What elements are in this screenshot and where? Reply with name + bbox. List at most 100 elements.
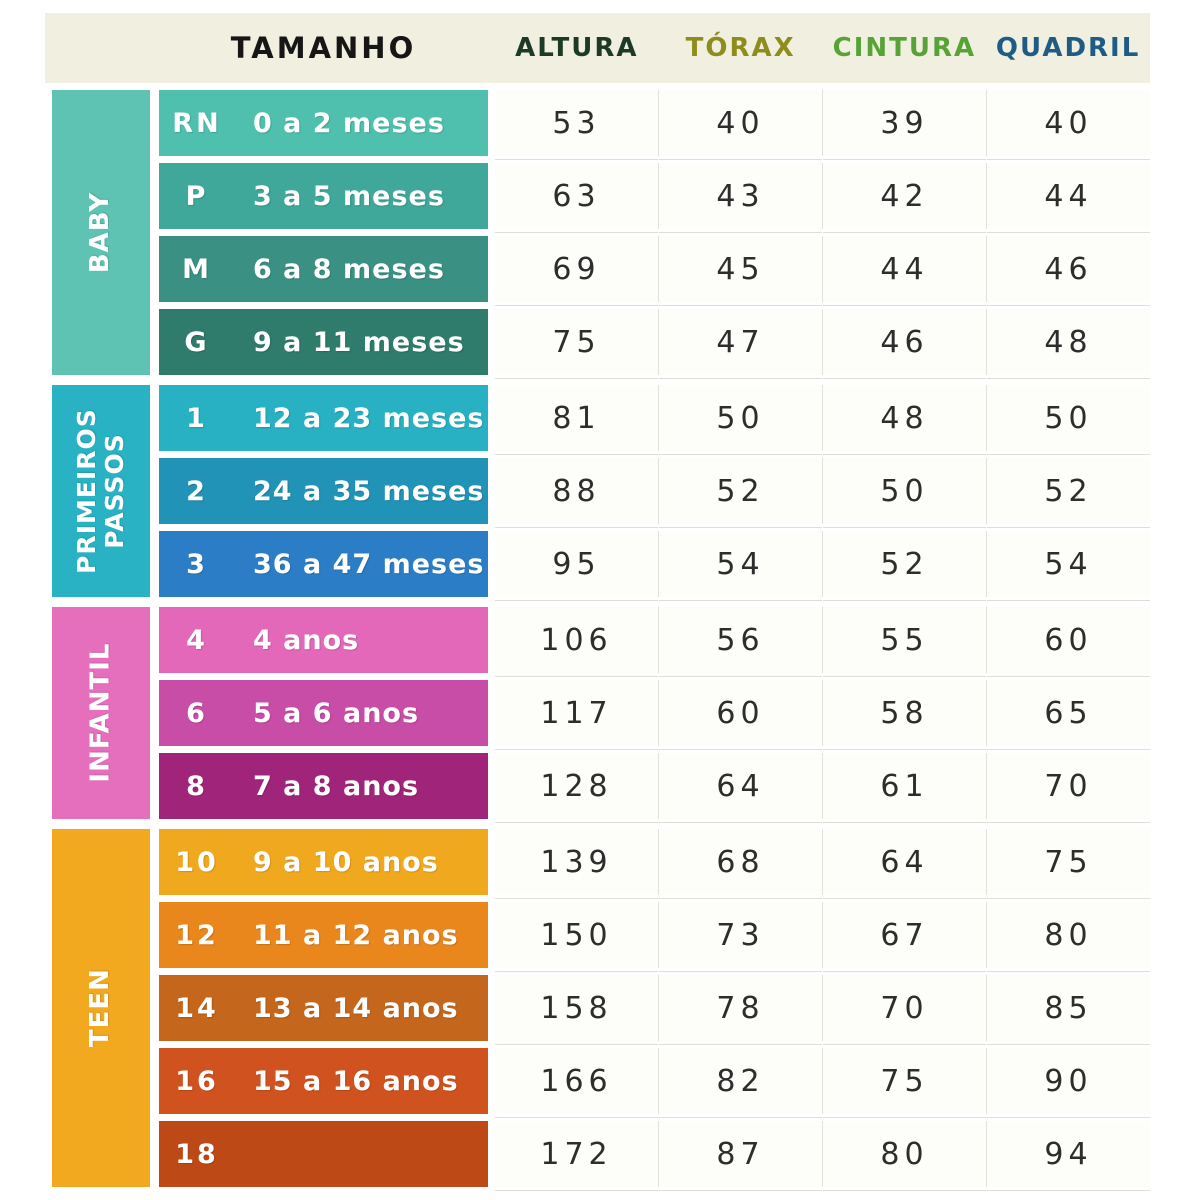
cintura-value: 39 — [822, 90, 986, 160]
torax-value: 47 — [658, 309, 822, 379]
altura-value: 69 — [495, 236, 658, 306]
age-range: 5 a 6 anos — [253, 697, 420, 729]
table-row: 8 7 a 8 anos 128 64 61 70 — [159, 753, 1150, 823]
age-range: 6 a 8 meses — [253, 253, 445, 285]
torax-value: 54 — [658, 531, 822, 601]
table-row: 12 11 a 12 anos 150 73 67 80 — [159, 902, 1150, 972]
age-range: 15 a 16 anos — [253, 1065, 459, 1097]
measure-cells: 69 45 44 46 — [495, 236, 1150, 306]
size-code: 6 — [186, 697, 208, 729]
measure-column-headers: ALTURA TÓRAX CINTURA QUADRIL — [495, 33, 1150, 63]
torax-value: 64 — [658, 753, 822, 823]
cintura-value: 48 — [822, 385, 986, 455]
measure-cells: 128 64 61 70 — [495, 753, 1150, 823]
size-code: 4 — [186, 624, 208, 656]
group-rows-infantil: 4 4 anos 106 56 55 60 6 5 a — [159, 607, 1150, 823]
altura-value: 150 — [495, 902, 658, 972]
torax-value: 52 — [658, 458, 822, 528]
table-row: G 9 a 11 meses 75 47 46 48 — [159, 309, 1150, 379]
group-teen: TEEN 10 9 a 10 anos 139 68 64 75 — [45, 829, 1150, 1191]
altura-value: 81 — [495, 385, 658, 455]
quadril-value: 40 — [986, 90, 1150, 160]
size-bar-4: 4 4 anos — [159, 607, 488, 673]
size-bar-8: 8 7 a 8 anos — [159, 753, 488, 819]
group-infantil: INFANTIL 4 4 anos 106 56 55 60 — [45, 607, 1150, 823]
table-row: 3 36 a 47 meses 95 54 52 54 — [159, 531, 1150, 601]
table-row: 10 9 a 10 anos 139 68 64 75 — [159, 829, 1150, 899]
size-code: 12 — [175, 919, 219, 951]
group-rows-teen: 10 9 a 10 anos 139 68 64 75 12 — [159, 829, 1150, 1191]
column-header-tamanho: TAMANHO — [230, 31, 417, 65]
group-label-bar-primeiros-passos: PRIMEIROS PASSOS — [52, 385, 150, 597]
group-label-bar-teen: TEEN — [52, 829, 150, 1187]
age-range: 9 a 11 meses — [253, 326, 465, 358]
cintura-value: 80 — [822, 1121, 986, 1191]
column-header-cintura: CINTURA — [832, 33, 977, 63]
group-baby: BABY RN 0 a 2 meses 53 40 39 40 — [45, 90, 1150, 379]
torax-value: 73 — [658, 902, 822, 972]
size-bar-rn: RN 0 a 2 meses — [159, 90, 488, 156]
altura-value: 166 — [495, 1048, 658, 1118]
size-code: P — [185, 180, 209, 212]
torax-value: 87 — [658, 1121, 822, 1191]
quadril-value: 90 — [986, 1048, 1150, 1118]
cintura-value: 55 — [822, 607, 986, 677]
altura-value: 139 — [495, 829, 658, 899]
size-chart-table: TAMANHO ALTURA TÓRAX CINTURA QUADRIL BAB… — [45, 13, 1150, 1191]
age-range: 24 a 35 meses — [253, 475, 485, 507]
cintura-value: 46 — [822, 309, 986, 379]
age-range: 11 a 12 anos — [253, 919, 459, 951]
column-header-quadril: QUADRIL — [995, 33, 1141, 63]
size-bar-6: 6 5 a 6 anos — [159, 680, 488, 746]
measure-cells: 117 60 58 65 — [495, 680, 1150, 750]
torax-value: 68 — [658, 829, 822, 899]
quadril-value: 70 — [986, 753, 1150, 823]
size-bar-1: 1 12 a 23 meses — [159, 385, 488, 451]
altura-value: 106 — [495, 607, 658, 677]
size-bar-10: 10 9 a 10 anos — [159, 829, 488, 895]
size-code: 3 — [186, 548, 208, 580]
measure-cells: 150 73 67 80 — [495, 902, 1150, 972]
size-code: 16 — [175, 1065, 219, 1097]
table-row: 1 12 a 23 meses 81 50 48 50 — [159, 385, 1150, 455]
measure-cells: 158 78 70 85 — [495, 975, 1150, 1045]
size-code: 14 — [175, 992, 219, 1024]
torax-value: 60 — [658, 680, 822, 750]
size-code: 18 — [175, 1138, 219, 1170]
quadril-value: 46 — [986, 236, 1150, 306]
torax-value: 78 — [658, 975, 822, 1045]
altura-value: 158 — [495, 975, 658, 1045]
measure-cells: 81 50 48 50 — [495, 385, 1150, 455]
group-rows-baby: RN 0 a 2 meses 53 40 39 40 P — [159, 90, 1150, 379]
measure-cells: 53 40 39 40 — [495, 90, 1150, 160]
quadril-value: 94 — [986, 1121, 1150, 1191]
quadril-value: 52 — [986, 458, 1150, 528]
torax-value: 43 — [658, 163, 822, 233]
group-label-line: PRIMEIROS — [72, 408, 102, 574]
size-code: RN — [172, 107, 222, 139]
cintura-value: 42 — [822, 163, 986, 233]
cintura-value: 67 — [822, 902, 986, 972]
altura-value: 63 — [495, 163, 658, 233]
table-row: 16 15 a 16 anos 166 82 75 90 — [159, 1048, 1150, 1118]
measure-cells: 63 43 42 44 — [495, 163, 1150, 233]
quadril-value: 50 — [986, 385, 1150, 455]
quadril-value: 85 — [986, 975, 1150, 1045]
cintura-value: 58 — [822, 680, 986, 750]
cintura-value: 61 — [822, 753, 986, 823]
altura-value: 172 — [495, 1121, 658, 1191]
table-row: P 3 a 5 meses 63 43 42 44 — [159, 163, 1150, 233]
cintura-value: 50 — [822, 458, 986, 528]
column-header-altura: ALTURA — [515, 33, 639, 63]
size-bar-g: G 9 a 11 meses — [159, 309, 488, 375]
age-range: 4 anos — [253, 624, 360, 656]
size-code: M — [182, 253, 212, 285]
group-label-baby: BABY — [85, 191, 116, 274]
group-label-line: PASSOS — [100, 433, 130, 549]
group-label-primeiros-passos: PRIMEIROS PASSOS — [72, 408, 130, 574]
measure-cells: 95 54 52 54 — [495, 531, 1150, 601]
size-bar-16: 16 15 a 16 anos — [159, 1048, 488, 1114]
torax-value: 82 — [658, 1048, 822, 1118]
table-body: BABY RN 0 a 2 meses 53 40 39 40 — [45, 90, 1150, 1191]
age-range: 7 a 8 anos — [253, 770, 420, 802]
